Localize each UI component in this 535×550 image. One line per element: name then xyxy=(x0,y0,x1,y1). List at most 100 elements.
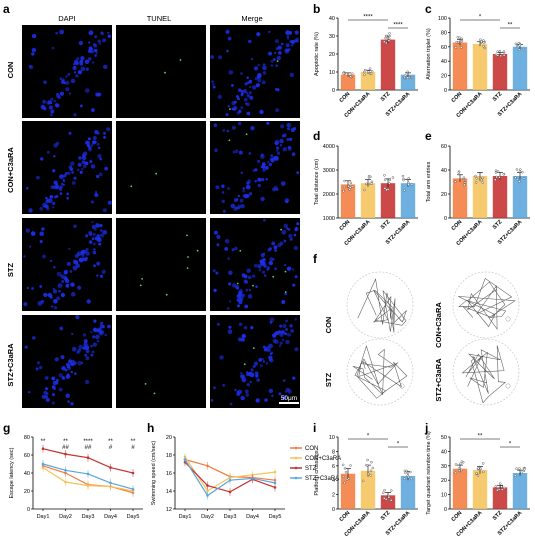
nucleus-dot xyxy=(44,395,49,399)
nucleus-dot xyxy=(241,377,247,383)
nucleus-dot xyxy=(275,108,280,113)
nucleus-dot xyxy=(232,150,236,154)
micrograph-tile xyxy=(116,25,206,118)
chart-j: 0 10 20 30 40 50 Target quadrant retention tim… xyxy=(426,431,530,538)
data-point xyxy=(343,185,347,189)
data-point xyxy=(343,481,346,485)
nucleus-dot xyxy=(253,361,259,366)
swim-track xyxy=(352,345,408,399)
nucleus-dot xyxy=(99,157,102,161)
nucleus-dot xyxy=(285,43,290,48)
nucleus-dot xyxy=(40,157,44,161)
row-label-con: CON xyxy=(6,62,15,79)
data-point xyxy=(499,54,502,58)
nucleus-dot xyxy=(94,190,98,194)
data-point xyxy=(474,181,478,184)
nucleus-dot xyxy=(246,268,251,273)
data-point xyxy=(363,73,366,77)
data-point xyxy=(454,463,458,466)
series-point xyxy=(273,481,277,485)
x-tick-label: Day4 xyxy=(246,514,259,520)
data-point xyxy=(518,467,521,470)
nucleus-dot xyxy=(75,62,79,66)
data-point xyxy=(481,181,484,184)
data-point xyxy=(403,477,406,480)
data-point xyxy=(349,75,352,78)
nucleus-dot xyxy=(282,379,286,382)
tunel-dot xyxy=(272,275,275,278)
data-point xyxy=(454,180,457,183)
nucleus-dot xyxy=(210,55,215,59)
series-point xyxy=(131,471,135,475)
bar-stz-c3ara xyxy=(512,46,528,90)
nucleus-dot xyxy=(31,52,35,56)
nucleus-dot xyxy=(267,160,270,164)
nucleus-dot xyxy=(60,292,66,298)
nucleus-dot xyxy=(85,247,89,251)
data-point xyxy=(407,183,410,187)
nucleus-dot xyxy=(276,55,281,61)
nucleus-dot xyxy=(107,324,111,329)
nucleus-dot xyxy=(102,230,107,235)
nucleus-dot xyxy=(103,64,108,70)
data-point xyxy=(367,174,371,178)
nucleus-dot xyxy=(268,358,271,361)
nucleus-dot xyxy=(255,83,260,88)
nucleus-dot xyxy=(246,181,250,185)
nucleus-dot xyxy=(70,78,76,84)
nucleus-dot xyxy=(71,292,76,297)
nucleus-dot xyxy=(96,274,99,277)
nucleus-dot xyxy=(57,283,63,288)
nucleus-dot xyxy=(90,345,93,348)
maze-boundary xyxy=(452,338,520,406)
nucleus-dot xyxy=(101,269,106,274)
nucleus-dot xyxy=(41,394,46,399)
nucleus-dot xyxy=(53,299,58,304)
platform-marker xyxy=(505,383,511,389)
data-point xyxy=(401,174,405,178)
nucleus-dot xyxy=(50,113,53,117)
nucleus-dot xyxy=(255,374,259,378)
micrograph-tile xyxy=(22,121,112,214)
nucleus-dot xyxy=(281,338,285,342)
nucleus-dot xyxy=(229,300,232,303)
nucleus-dot xyxy=(90,353,94,357)
data-point xyxy=(407,76,411,80)
nucleus-dot xyxy=(107,34,112,38)
nucleus-dot xyxy=(90,144,94,147)
tunel-dot xyxy=(186,267,189,269)
nucleus-dot xyxy=(275,188,279,191)
nucleus-dot xyxy=(87,137,91,141)
significance-label: ** xyxy=(508,23,513,29)
nucleus-dot xyxy=(55,103,58,106)
data-point xyxy=(383,489,386,492)
data-point xyxy=(502,54,506,57)
swim-track xyxy=(357,278,407,333)
nucleus-dot xyxy=(227,257,230,260)
nucleus-dot xyxy=(80,56,85,61)
y-tick-label: 8 xyxy=(332,449,335,455)
tunel-dot xyxy=(243,363,246,366)
nucleus-dot xyxy=(88,47,94,53)
category-label: CON xyxy=(339,510,352,523)
nucleus-dot xyxy=(274,267,278,271)
nucleus-dot xyxy=(285,30,290,35)
nucleus-dot xyxy=(241,273,246,278)
data-point xyxy=(388,37,391,40)
nucleus-dot xyxy=(31,33,37,39)
nucleus-dot xyxy=(91,220,94,224)
nucleus-dot xyxy=(221,191,225,194)
panel-letter-d: d xyxy=(313,129,320,143)
maze-boundary xyxy=(452,271,520,339)
nucleus-dot xyxy=(62,180,66,183)
category-label: STZ xyxy=(492,91,504,103)
y-tick-label: 40 xyxy=(329,16,335,22)
nucleus-dot xyxy=(25,186,29,190)
nucleus-dot xyxy=(78,41,83,46)
nucleus-dot xyxy=(227,36,232,41)
nucleus-dot xyxy=(276,88,280,92)
category-label: CON xyxy=(339,91,352,104)
nucleus-dot xyxy=(222,128,226,132)
y-tick-label: 6 xyxy=(332,464,335,470)
